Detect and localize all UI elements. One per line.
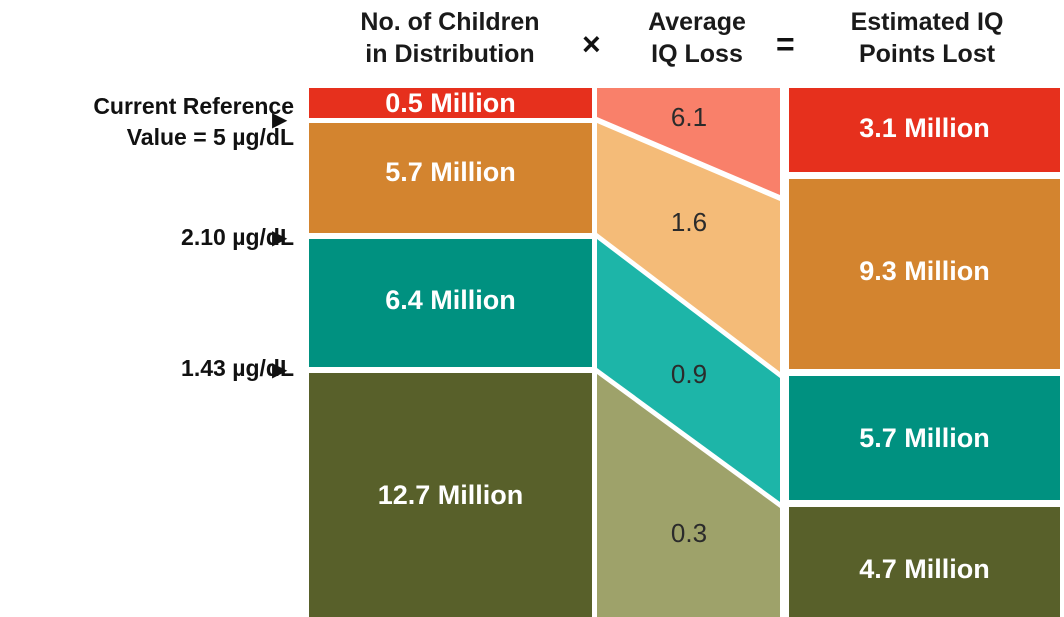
arrow-2-10-icon: ▶ [272, 227, 288, 249]
header-points-lost: Estimated IQ Points Lost [812, 6, 1042, 70]
iq-loss-value-olive: 0.3 [671, 518, 707, 548]
points-value-red: 3.1 Million [859, 112, 990, 143]
header-children-line1: No. of Children [360, 8, 540, 36]
points-block-teal: 5.7 Million [789, 376, 1060, 500]
arrow-1-43-icon: ▶ [272, 359, 288, 381]
header-iq-loss-line1: Average [648, 8, 746, 36]
children-value-red: 0.5 Million [385, 87, 516, 118]
children-block-olive: 12.7 Million [309, 373, 592, 617]
points-value-teal: 5.7 Million [859, 422, 990, 453]
points-value-olive: 4.7 Million [859, 553, 990, 584]
iq-loss-column: 6.1 1.6 0.9 0.3 [597, 88, 780, 617]
iq-loss-value-red: 6.1 [671, 102, 707, 132]
label-current-reference-line2: Value = 5 µg/dL [126, 124, 294, 150]
header-points-lost-line1: Estimated IQ [850, 8, 1004, 36]
points-block-olive: 4.7 Million [789, 507, 1060, 617]
arrow-current-reference-icon: ▶ [272, 109, 288, 131]
header-iq-loss: Average IQ Loss [612, 6, 782, 70]
points-block-red: 3.1 Million [789, 88, 1060, 172]
children-value-olive: 12.7 Million [377, 479, 524, 510]
children-value-teal: 6.4 Million [385, 284, 516, 315]
label-current-reference-line1: Current Reference [93, 93, 294, 119]
equals-sign: = [776, 26, 795, 62]
children-value-orange: 5.7 Million [385, 156, 516, 187]
label-1-43: 1.43 µg/dL [181, 355, 294, 381]
children-block-teal: 6.4 Million [309, 239, 592, 367]
times-sign: × [582, 26, 601, 62]
children-block-orange: 5.7 Million [309, 123, 592, 233]
children-block-red: 0.5 Million [309, 88, 592, 118]
points-block-orange: 9.3 Million [789, 179, 1060, 369]
header-children: No. of Children in Distribution [335, 6, 565, 70]
iq-loss-value-teal: 0.9 [671, 359, 707, 389]
iq-loss-value-orange: 1.6 [671, 207, 707, 237]
header-iq-loss-line2: IQ Loss [651, 40, 743, 68]
header-points-lost-line2: Points Lost [858, 40, 996, 68]
header-children-line2: in Distribution [365, 40, 535, 68]
iq-loss-shape-red [597, 88, 780, 195]
iq-loss-shape-orange [597, 123, 780, 372]
iq-loss-shape-olive [597, 374, 780, 617]
label-current-reference: Current Reference Value = 5 µg/dL [93, 91, 294, 153]
label-2-10: 2.10 µg/dL [181, 224, 294, 250]
points-value-orange: 9.3 Million [859, 255, 990, 286]
iq-loss-shape-teal [597, 239, 780, 502]
